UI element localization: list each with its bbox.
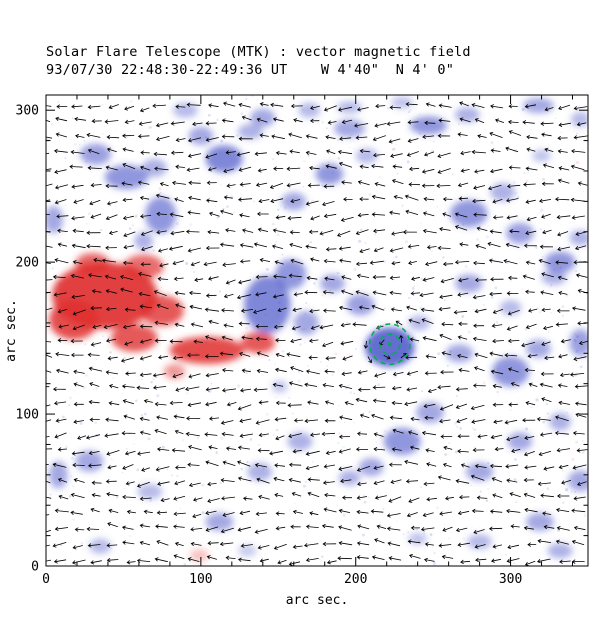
y-axis-label: arc sec. (4, 299, 19, 362)
axes-box (45, 94, 589, 567)
plot-area (46, 95, 588, 566)
figure-subtitle: 93/07/30 22:48:30-22:49:36 UT W 4'40" N … (46, 62, 455, 78)
tick-labels: 0 100 200 300 0 100 200 300 (16, 104, 523, 587)
x-tick-label: 100 (189, 572, 212, 587)
y-tick-label: 100 (16, 408, 39, 423)
polarity-regions (46, 96, 588, 562)
y-tick-label: 300 (16, 104, 39, 119)
y-tick-label: 200 (16, 256, 39, 271)
y-tick-label: 0 (31, 560, 39, 575)
figure-title: Solar Flare Telescope (MTK) : vector mag… (46, 44, 471, 60)
flare-site-marker (368, 323, 411, 366)
x-tick-label: 200 (344, 572, 367, 587)
x-axis-label: arc sec. (286, 593, 349, 608)
x-tick-label: 0 (42, 572, 50, 587)
x-tick-label: 300 (499, 572, 522, 587)
vector-arrows (46, 101, 588, 566)
